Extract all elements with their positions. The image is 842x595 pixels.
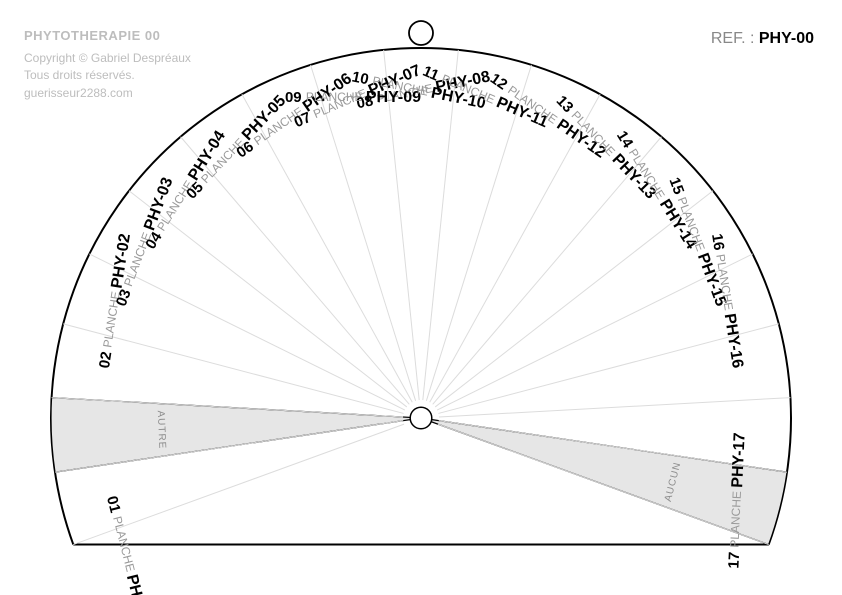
copyright-line: guerisseur2288.com — [24, 85, 191, 102]
page-title: PHYTOTHERAPIE 00 — [24, 28, 160, 43]
shaded-sector — [51, 398, 421, 473]
shaded-sector-label: AUTRE — [155, 410, 168, 449]
reference-label: REF. : — [711, 30, 759, 47]
center-circle — [410, 407, 432, 429]
copyright-line: Tous droits réservés. — [24, 67, 191, 84]
sector-label: 13 PLANCHE PHY-13 — [553, 92, 660, 202]
copyright-block: Copyright © Gabriel Despréaux Tous droit… — [24, 50, 191, 102]
top-index-circle — [409, 21, 433, 45]
reference-code: PHY-00 — [759, 30, 814, 47]
reference-block: REF. : PHY-00 — [711, 30, 814, 48]
sector-divider — [439, 398, 790, 417]
copyright-line: Copyright © Gabriel Despréaux — [24, 50, 191, 67]
